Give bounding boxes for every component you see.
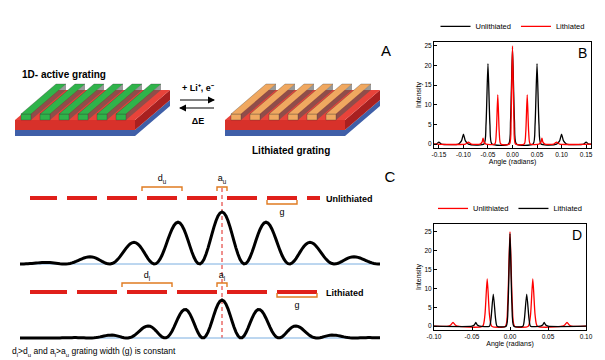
svg-text:15: 15 <box>424 81 432 88</box>
svg-text:5: 5 <box>428 304 432 311</box>
svg-text:1D- active grating: 1D- active grating <box>22 69 106 80</box>
svg-text:0.10: 0.10 <box>580 333 593 340</box>
svg-text:Unlithiated: Unlithiated <box>473 204 508 213</box>
svg-text:g: g <box>279 207 284 217</box>
svg-text:dl: dl <box>144 270 150 282</box>
svg-text:0.00: 0.00 <box>506 151 519 158</box>
svg-text:ΔE: ΔE <box>192 116 204 126</box>
svg-text:0: 0 <box>428 322 432 329</box>
svg-text:Intensity: Intensity <box>415 263 423 290</box>
svg-text:0.10: 0.10 <box>555 151 568 158</box>
svg-text:0.05: 0.05 <box>542 333 555 340</box>
svg-text:Angle (radians): Angle (radians) <box>486 340 533 348</box>
svg-text:+ Li⁺, e⁻: + Li⁺, e⁻ <box>182 83 214 93</box>
svg-text:25: 25 <box>424 42 432 49</box>
svg-text:0.00: 0.00 <box>504 333 517 340</box>
svg-text:0.05: 0.05 <box>531 151 544 158</box>
svg-text:dl>du and al>au grating width: dl>du and al>au grating width (g) is con… <box>12 346 176 358</box>
svg-text:Angle (radians): Angle (radians) <box>489 158 536 166</box>
svg-text:du: du <box>158 173 167 185</box>
svg-text:-0.05: -0.05 <box>481 151 496 158</box>
svg-text:al: al <box>219 270 225 282</box>
svg-text:Unlithiated: Unlithiated <box>476 22 511 31</box>
svg-text:0: 0 <box>428 140 432 147</box>
svg-text:B: B <box>578 45 587 61</box>
svg-text:Intensity: Intensity <box>415 81 423 108</box>
svg-text:20: 20 <box>424 62 432 69</box>
svg-text:25: 25 <box>424 228 432 235</box>
svg-text:10: 10 <box>424 101 432 108</box>
svg-text:Lithiated: Lithiated <box>553 204 581 213</box>
svg-text:g: g <box>294 300 299 310</box>
svg-text:0.15: 0.15 <box>580 151 593 158</box>
svg-text:20: 20 <box>424 247 432 254</box>
svg-text:Lithiated grating: Lithiated grating <box>252 145 330 156</box>
svg-text:au: au <box>218 173 227 185</box>
svg-text:-0.15: -0.15 <box>431 151 446 158</box>
svg-text:C: C <box>385 168 396 185</box>
svg-text:-0.10: -0.10 <box>456 151 471 158</box>
svg-text:15: 15 <box>424 266 432 273</box>
svg-text:-0.10: -0.10 <box>427 333 442 340</box>
svg-text:-0.05: -0.05 <box>465 333 480 340</box>
svg-text:A: A <box>381 42 391 59</box>
svg-text:10: 10 <box>424 285 432 292</box>
svg-text:Lithiated: Lithiated <box>326 288 364 298</box>
svg-text:D: D <box>572 227 582 243</box>
svg-text:Unlithiated: Unlithiated <box>326 194 373 204</box>
svg-text:Lithiated: Lithiated <box>556 22 584 31</box>
svg-text:5: 5 <box>428 121 432 128</box>
